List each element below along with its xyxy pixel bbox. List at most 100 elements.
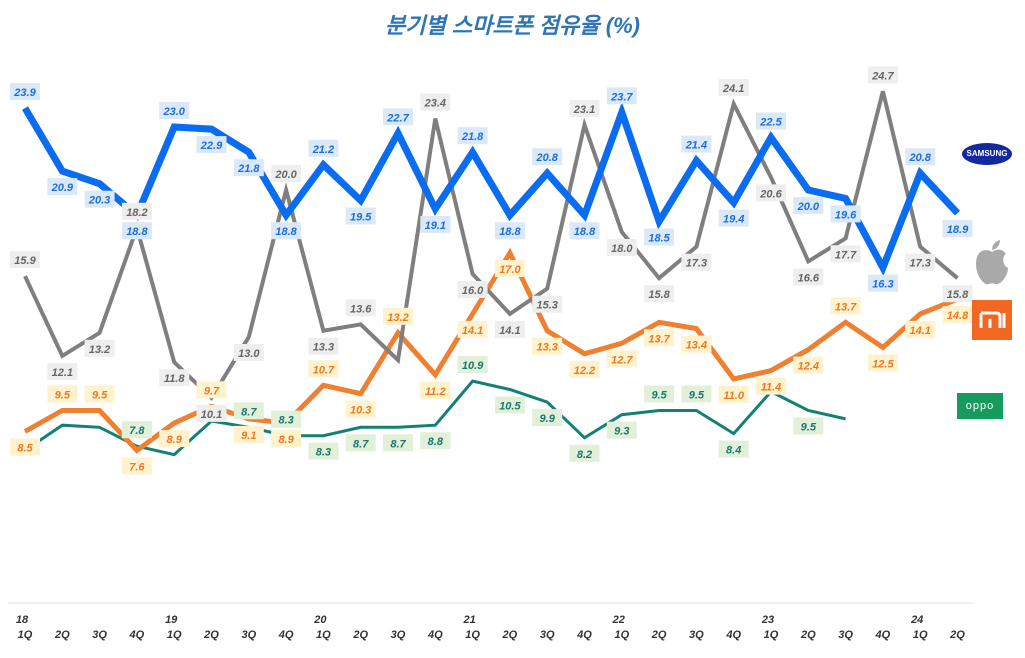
x-tick-quarter: 2Q	[502, 629, 518, 641]
data-label-apple: 18.2	[126, 207, 147, 219]
x-tick-quarter: 3Q	[92, 629, 107, 641]
data-label-samsung: 21.8	[237, 163, 260, 175]
data-label-bg	[867, 66, 898, 84]
data-label-samsung: 21.2	[312, 144, 334, 156]
data-label-bg	[233, 159, 264, 177]
data-label-samsung: 20.0	[797, 201, 820, 213]
data-label-xiaomi: 10.3	[350, 405, 371, 417]
data-label-bg	[867, 354, 898, 372]
data-label-xiaomi: 14.1	[462, 325, 483, 337]
data-label-bg	[308, 139, 339, 157]
x-tick-year: 23	[761, 614, 774, 626]
data-label-oppo: 7.8	[129, 425, 145, 437]
data-label-xiaomi: 8.9	[278, 434, 294, 446]
data-label-bg	[345, 207, 376, 225]
data-label-apple: 24.1	[722, 83, 744, 95]
data-label-bg	[308, 442, 339, 460]
data-label-apple: 17.3	[909, 258, 930, 270]
data-label-oppo: 9.5	[801, 422, 817, 434]
data-label-samsung: 19.5	[350, 212, 372, 224]
data-label-xiaomi: 7.6	[129, 461, 145, 473]
x-tick-year: 20	[313, 614, 327, 626]
data-label-bg	[196, 404, 227, 422]
series-line-xiaomi	[23, 247, 959, 454]
data-label-apple: 14.1	[499, 325, 520, 337]
data-label-oppo: 9.5	[689, 390, 705, 402]
data-label-bg	[494, 222, 525, 240]
x-tick-quarter: 2Q	[54, 629, 70, 641]
data-label-samsung: 20.8	[908, 152, 931, 164]
data-label-bg	[532, 409, 563, 427]
data-label-samsung: 22.5	[759, 117, 782, 129]
data-label-bg	[606, 239, 637, 256]
data-label-bg	[644, 285, 675, 303]
data-label-bg	[644, 228, 675, 246]
data-label-bg	[569, 99, 600, 117]
data-label-samsung: 20.9	[51, 182, 74, 194]
data-label-xiaomi: 12.5	[872, 359, 894, 371]
data-label-apple: 18.0	[611, 243, 633, 255]
data-label-bg	[47, 178, 78, 196]
data-label-apple: 13.0	[238, 348, 260, 360]
data-label-bg	[47, 362, 78, 380]
data-label-xiaomi: 17.0	[499, 264, 521, 276]
data-label-samsung: 23.0	[162, 106, 185, 118]
x-tick-quarter: 1Q	[167, 629, 182, 641]
data-label-bg	[569, 444, 600, 462]
data-label-samsung: 23.9	[13, 87, 36, 99]
x-tick-quarter: 3Q	[391, 629, 406, 641]
data-label-apple: 15.9	[14, 255, 36, 267]
data-label-apple: 16.6	[798, 272, 820, 284]
data-label-xiaomi: 12.4	[798, 361, 819, 373]
data-label-xiaomi: 13.7	[835, 301, 857, 313]
data-label-bg	[793, 268, 824, 286]
data-label-bg	[271, 430, 302, 448]
data-label-bg	[494, 396, 525, 414]
data-label-bg	[383, 108, 413, 126]
data-label-bg	[718, 209, 749, 227]
data-label-oppo: 9.5	[651, 390, 667, 402]
data-label-bg	[345, 400, 376, 418]
data-label-bg	[457, 356, 488, 374]
data-label-bg	[271, 222, 302, 240]
data-label-xiaomi: 9.5	[55, 390, 71, 402]
data-label-oppo: 8.3	[316, 447, 331, 459]
data-label-bg	[532, 148, 563, 166]
data-label-samsung: 21.8	[461, 131, 484, 143]
data-label-bg	[383, 307, 413, 325]
data-label-bg	[942, 220, 973, 238]
data-label-bg	[756, 184, 786, 202]
x-tick-year: 21	[462, 614, 475, 626]
x-tick-quarter: 1Q	[614, 629, 629, 641]
data-label-apple: 12.1	[52, 367, 73, 379]
data-label-apple: 13.6	[350, 303, 372, 315]
data-label-bg	[121, 202, 152, 220]
data-label-samsung: 18.5	[648, 233, 670, 245]
data-label-samsung: 18.8	[126, 226, 148, 238]
data-label-bg	[532, 337, 563, 355]
data-label-apple: 20.0	[274, 169, 297, 181]
data-label-bg	[942, 285, 973, 303]
data-label-bg	[532, 295, 563, 313]
oppo-logo-text: oppo	[965, 400, 995, 412]
data-label-bg	[457, 127, 488, 145]
data-label-bg	[606, 87, 637, 105]
data-label-bg	[271, 410, 302, 428]
data-label-bg	[308, 337, 339, 355]
data-label-xiaomi: 14.1	[909, 325, 930, 337]
data-label-bg	[681, 385, 712, 403]
data-label-xiaomi: 12.7	[611, 354, 633, 366]
data-label-bg	[905, 148, 936, 166]
data-label-bg	[606, 350, 637, 368]
data-label-xiaomi: 9.5	[92, 390, 108, 402]
x-tick-quarter: 2Q	[800, 629, 816, 641]
data-label-bg	[905, 253, 936, 271]
data-label-bg	[121, 222, 152, 240]
data-label-apple: 10.1	[201, 409, 222, 421]
data-label-bg	[494, 260, 525, 277]
data-label-bg	[47, 385, 78, 403]
data-label-apple: 23.1	[573, 104, 595, 116]
data-label-bg	[84, 339, 115, 357]
data-label-xiaomi: 13.7	[648, 333, 670, 345]
